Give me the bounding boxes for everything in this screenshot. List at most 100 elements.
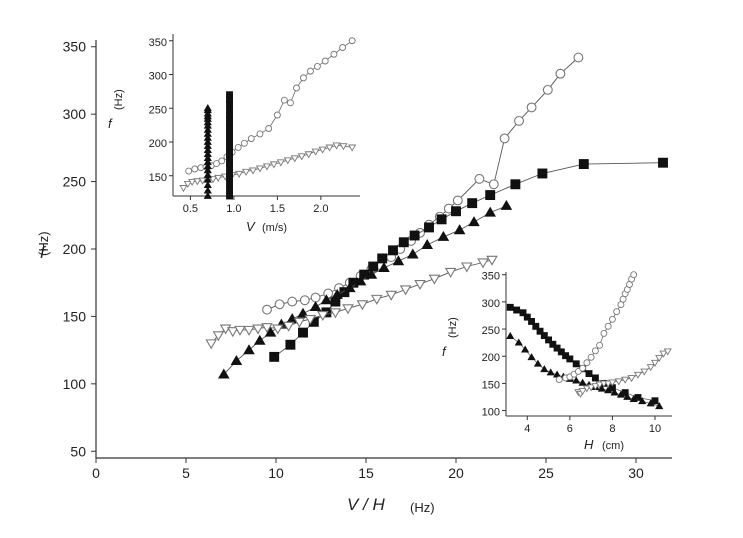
- inset-height-point-triangle-down-open: [621, 376, 630, 384]
- inset-velocity-y-axis-label: f: [108, 116, 113, 131]
- inset-height-point-square-filled: [519, 309, 527, 317]
- inset-height-point-square-filled: [572, 360, 580, 368]
- inset-height-point-square-filled: [532, 322, 540, 330]
- inset-height-point-circle-open: [583, 359, 591, 367]
- inset-velocity-point-circle-open: [185, 167, 193, 175]
- inset-height-point-circle-open: [604, 322, 612, 330]
- main-x-tick-label: 30: [628, 465, 644, 481]
- main-point-circle-open: [526, 102, 537, 113]
- inset-height-y-tick-label: 250: [482, 325, 500, 337]
- main-point-triangle-down-open: [227, 327, 239, 338]
- inset-velocity-point-triangle-down-open: [179, 185, 188, 193]
- inset-height-point-square-filled: [513, 306, 521, 314]
- inset-velocity-plot-area: [179, 37, 357, 200]
- inset-height-point-triangle-filled: [572, 376, 581, 384]
- inset-height-point-triangle-down-open: [582, 385, 591, 393]
- inset-velocity-y-tick-label: 250: [149, 104, 167, 116]
- inset-height-point-triangle-down-open: [627, 375, 636, 383]
- main-point-square-filled: [409, 230, 420, 241]
- inset-velocity-point-triangle-down-open: [255, 165, 265, 173]
- inset-height-x-ticks: 4 6 8 10: [524, 416, 661, 435]
- inset-velocity-point-triangle-filled: [203, 186, 212, 194]
- inset-height-point-triangle-filled: [506, 331, 515, 339]
- inset-velocity-x-axis: 0.5 1.0 1.5 2.0 V (m/s): [173, 195, 360, 234]
- main-point-square-filled: [388, 245, 398, 256]
- main-point-triangle-down-open: [356, 300, 369, 311]
- main-point-triangle-filled: [500, 199, 513, 210]
- inset-height-point-square-filled: [545, 336, 553, 344]
- inset-velocity-point-triangle-down-open: [262, 163, 272, 171]
- main-point-circle-open: [299, 295, 310, 306]
- main-y-axis-label: f: [40, 243, 47, 262]
- inset-velocity-point-circle-open: [321, 57, 329, 65]
- inset-velocity-point-triangle-filled: [203, 191, 212, 199]
- main-point-square-filled: [436, 214, 447, 225]
- inset-velocity-point-circle-open: [218, 157, 226, 165]
- inset-height-point-square-filled: [528, 317, 535, 325]
- inset-velocity-point-circle-open: [247, 135, 255, 143]
- main-point-triangle-filled: [218, 368, 230, 379]
- main-point-triangle-down-open: [234, 325, 246, 336]
- main-point-triangle-filled: [378, 261, 390, 272]
- inset-height-point-square-filled: [549, 340, 557, 348]
- inset-velocity-y-tick-label: 150: [149, 172, 167, 184]
- main-point-triangle-filled: [264, 326, 277, 337]
- main-point-square-filled: [467, 198, 478, 209]
- main-point-circle-open: [452, 195, 463, 206]
- main-point-circle-open: [488, 179, 499, 190]
- inset-height-series-circle-open: [555, 271, 638, 384]
- main-y-ticks: 50 100 150 200 250 300 350: [63, 39, 96, 459]
- inset-velocity-y-tick-label: 300: [149, 71, 167, 83]
- inset-height-point-triangle-filled: [604, 386, 613, 394]
- inset-velocity-point-triangle-filled: [203, 118, 212, 126]
- inset-velocity-point-circle-open: [330, 50, 338, 58]
- inset-height-y-tick-label: 300: [482, 298, 500, 310]
- main-point-triangle-down-open: [212, 331, 225, 342]
- inset-velocity-point-triangle-filled: [203, 137, 212, 145]
- inset-height-point-square-filled: [506, 303, 514, 311]
- inset-height-point-circle-open: [613, 308, 621, 316]
- inset-velocity-chart: 150 200 250 300 350 f (Hz) 0.5 1.0 1.5 2.0 V (m…: [108, 34, 360, 234]
- inset-height-point-triangle-filled: [527, 353, 536, 361]
- inset-height-point-square-filled: [540, 332, 548, 340]
- inset-velocity-point-triangle-down-open: [248, 167, 258, 175]
- inset-velocity-y-tick-label: 350: [149, 37, 167, 49]
- main-point-triangle-filled: [421, 239, 433, 250]
- inset-height-x-tick-label: 4: [524, 423, 530, 435]
- main-y-tick-label: 50: [70, 443, 86, 459]
- main-point-triangle-filled: [392, 255, 405, 266]
- inset-velocity-point-triangle-filled: [203, 104, 212, 112]
- inset-velocity-point-triangle-filled: [203, 133, 212, 141]
- main-point-triangle-filled: [468, 216, 480, 227]
- inset-height-point-square-filled: [651, 397, 659, 405]
- main-point-square-filled: [451, 206, 461, 217]
- inset-height-point-triangle-down-open: [633, 371, 643, 379]
- main-point-square-filled: [298, 327, 308, 338]
- inset-height-chart: 100 150 200 250 300 350 f (Hz) 4 6 8 10 H (cm): [442, 271, 672, 452]
- inset-height-point-square-filled: [557, 348, 565, 356]
- inset-height-x-axis: 4 6 8 10 H (cm): [506, 415, 672, 452]
- inset-velocity-point-circle-open: [191, 165, 199, 173]
- main-plot-area: [205, 52, 668, 379]
- main-point-triangle-down-open: [252, 324, 264, 335]
- inset-velocity-point-triangle-filled: [203, 166, 212, 174]
- inset-height-y-tick-label: 150: [482, 379, 500, 391]
- main-point-triangle-down-open: [342, 304, 354, 315]
- main-point-triangle-down-open: [243, 325, 255, 336]
- inset-height-point-square-filled: [621, 389, 629, 397]
- inset-height-point-triangle-down-open: [578, 388, 587, 396]
- main-y-tick-label: 350: [63, 39, 87, 55]
- main-point-triangle-filled: [365, 268, 378, 279]
- main-point-triangle-filled: [437, 230, 450, 241]
- main-y-tick-label: 300: [63, 106, 87, 122]
- main-point-triangle-filled: [484, 206, 496, 217]
- inset-velocity-point-triangle-down-open: [208, 176, 218, 184]
- main-x-tick-label: 0: [92, 465, 100, 481]
- inset-height-point-square-filled: [585, 370, 593, 378]
- inset-velocity-point-triangle-down-open: [325, 144, 334, 152]
- inset-velocity-point-triangle-down-open: [283, 157, 292, 165]
- inset-velocity-point-triangle-down-open: [214, 174, 223, 182]
- inset-height-point-square-filled: [566, 355, 574, 363]
- inset-height-point-triangle-filled: [623, 392, 632, 400]
